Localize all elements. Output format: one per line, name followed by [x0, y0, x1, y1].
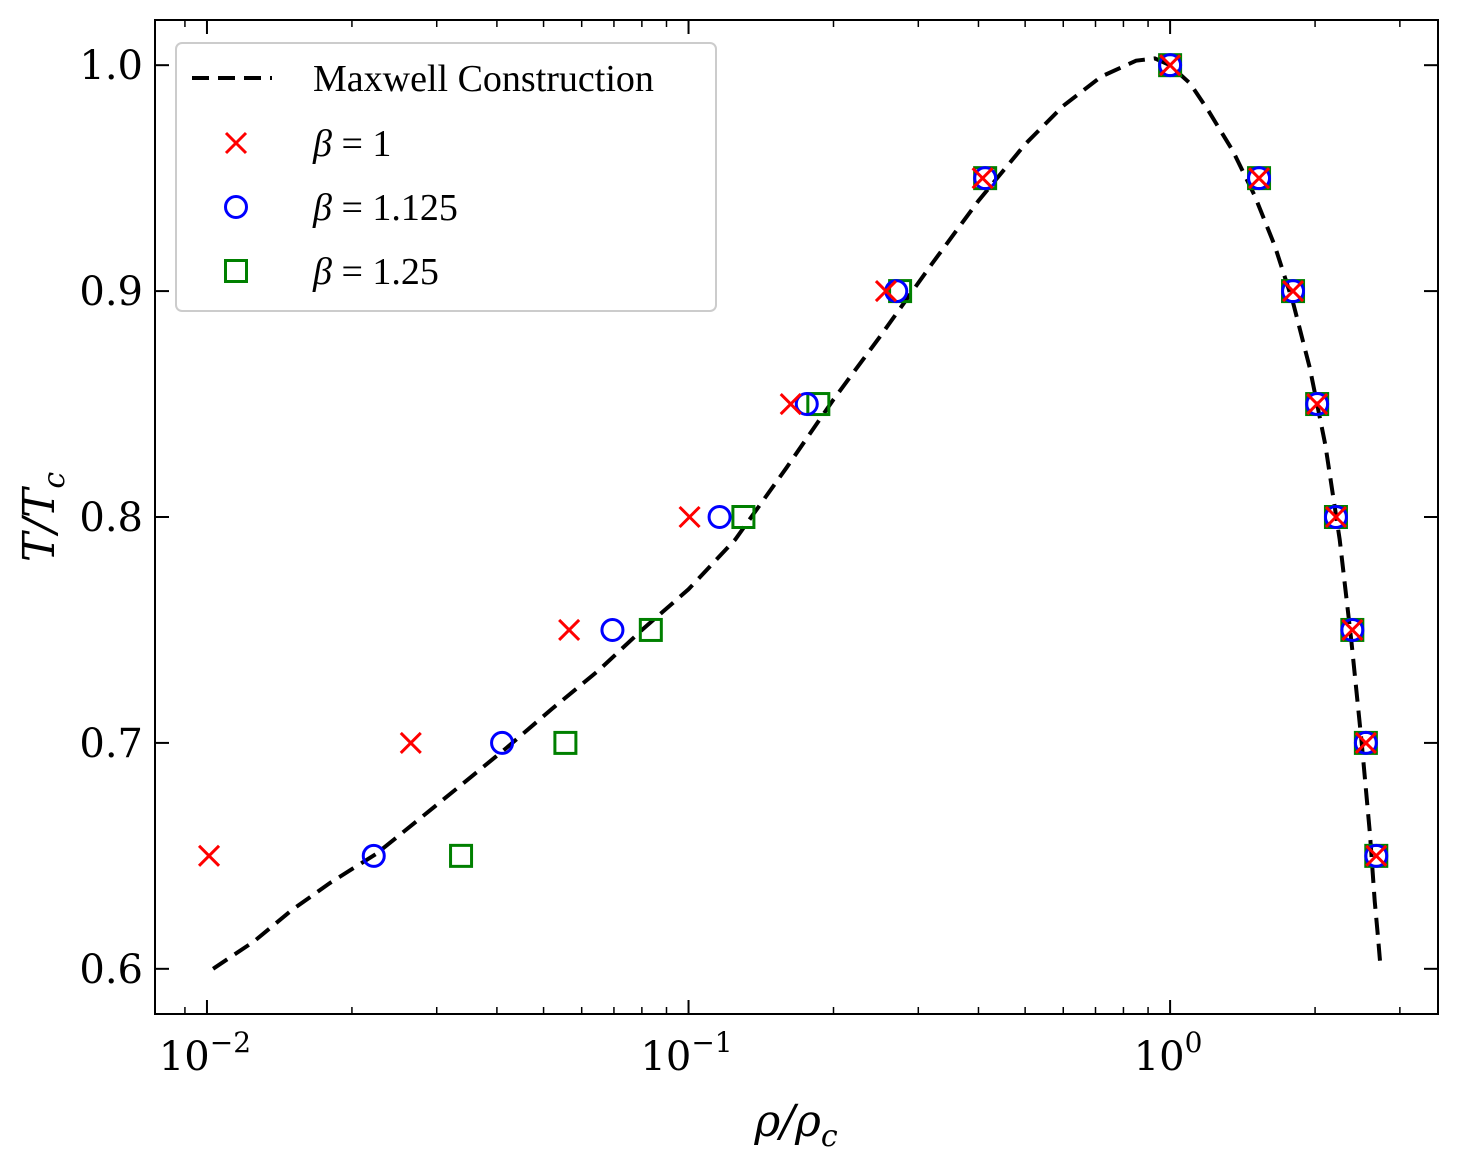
x-axis-label: ρ/ρc — [753, 1096, 838, 1154]
y-tick-label: 1.0 — [79, 43, 143, 89]
marker-beta-1 — [558, 618, 581, 642]
axis-ticks: 10−2 10−1 100 0.6 0.7 0.8 0.9 1.0 — [79, 20, 1438, 1080]
marker-beta-1125 — [1364, 843, 1389, 868]
marker-beta-125 — [806, 392, 831, 417]
marker-beta-1125 — [794, 392, 819, 417]
legend-frame — [175, 42, 717, 312]
plot-area — [197, 53, 1389, 971]
marker-beta-1 — [678, 505, 701, 529]
legend: Maxwell Construction β = 1 β = 1.125 β = 1.… — [175, 42, 717, 312]
marker-beta-125 — [638, 617, 663, 642]
marker-beta-1 — [1281, 280, 1305, 303]
marker-beta-1 — [197, 844, 221, 867]
x-tick-label: 100 — [1134, 1026, 1203, 1080]
legend-marker — [224, 195, 248, 219]
marker-beta-1125 — [490, 730, 515, 755]
marker-beta-1 — [1247, 167, 1271, 190]
marker-beta-1125 — [1340, 617, 1365, 642]
marker-beta-1125 — [361, 843, 386, 868]
marker-beta-1 — [1159, 54, 1182, 77]
marker-beta-1125 — [1323, 505, 1348, 529]
legend-label-maxwell: Maxwell Construction — [313, 58, 654, 100]
marker-beta-1125 — [1305, 392, 1330, 417]
marker-beta-1125 — [1158, 53, 1183, 78]
legend-label: β = 1.25 — [312, 251, 439, 293]
marker-beta-125 — [553, 730, 578, 755]
legend-marker — [224, 259, 248, 283]
marker-beta-125 — [449, 843, 474, 868]
marker-beta-1 — [1306, 392, 1329, 416]
marker-beta-1125 — [1353, 730, 1378, 755]
marker-beta-1 — [1341, 618, 1364, 642]
legend-label: β = 1 — [312, 123, 391, 165]
legend-marker — [224, 131, 248, 155]
marker-beta-1125 — [1281, 279, 1306, 304]
marker-beta-1 — [1365, 844, 1388, 867]
y-tick-label: 0.7 — [79, 721, 143, 767]
y-tick-label: 0.8 — [79, 495, 143, 541]
y-tick-label: 0.9 — [79, 269, 143, 315]
marker-beta-1125 — [1247, 166, 1272, 191]
marker-beta-1 — [1354, 731, 1377, 754]
x-tick-label: 10−2 — [159, 1026, 251, 1080]
marker-beta-1125 — [707, 505, 732, 529]
marker-beta-1 — [874, 280, 898, 303]
legend-label: β = 1.125 — [312, 187, 458, 229]
marker-beta-1125 — [973, 166, 998, 191]
marker-beta-1 — [779, 392, 802, 416]
y-tick-label: 0.6 — [79, 947, 143, 993]
marker-beta-125 — [731, 505, 756, 529]
marker-beta-1 — [971, 167, 994, 190]
marker-beta-1 — [1324, 505, 1348, 529]
x-tick-label: 10−1 — [640, 1026, 732, 1080]
marker-beta-1125 — [600, 617, 625, 642]
marker-beta-1 — [399, 731, 422, 754]
